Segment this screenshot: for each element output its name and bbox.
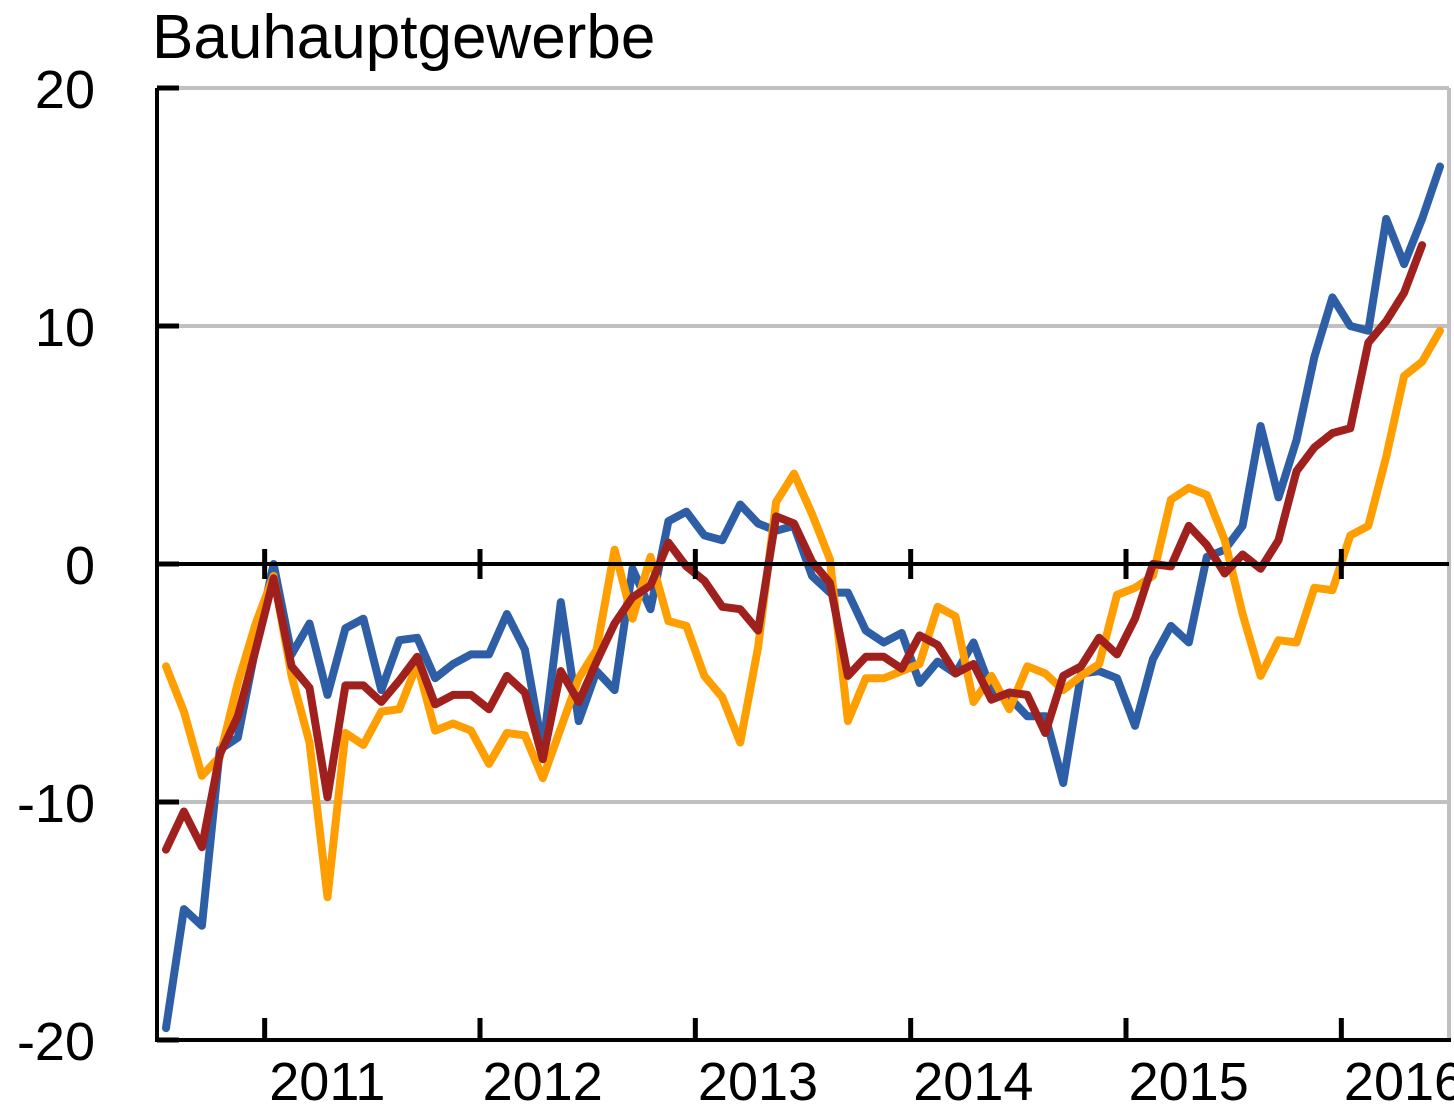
grid-lines bbox=[157, 86, 1451, 1040]
series-lines bbox=[162, 162, 1444, 1033]
x-tick-label: 2013 bbox=[698, 1052, 818, 1104]
tick-labels: -20 -10 0 10 20 2011 2012 2013 2014 2015 2016 bbox=[17, 60, 1454, 1104]
series-line-2 bbox=[162, 326, 1444, 902]
x-tick-label: 2016 bbox=[1344, 1052, 1454, 1104]
series-line-3 bbox=[162, 241, 1427, 854]
y-tick-label: -20 bbox=[17, 1012, 95, 1072]
axes bbox=[155, 85, 1451, 1043]
y-tick-label: 0 bbox=[65, 536, 95, 596]
y-tick-label: 10 bbox=[35, 298, 95, 358]
x-tick-label: 2012 bbox=[483, 1052, 603, 1104]
y-tick-label: -10 bbox=[17, 774, 95, 834]
series-line-1 bbox=[162, 162, 1444, 1033]
x-tick-label: 2015 bbox=[1129, 1052, 1249, 1104]
y-tick-label: 20 bbox=[35, 60, 95, 120]
chart-title: Bauhauptgewerbe bbox=[152, 3, 655, 72]
x-tick-label: 2011 bbox=[269, 1052, 385, 1104]
x-tick-label: 2014 bbox=[913, 1052, 1033, 1104]
